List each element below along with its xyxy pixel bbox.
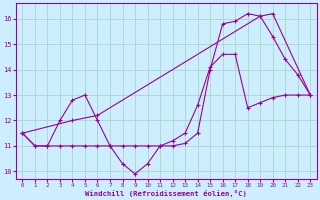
X-axis label: Windchill (Refroidissement éolien,°C): Windchill (Refroidissement éolien,°C): [85, 190, 247, 197]
